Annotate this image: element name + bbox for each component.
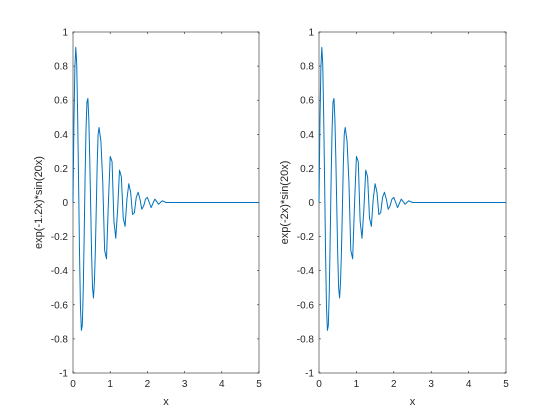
chart-2-y-tick-label: -0.6 [297,300,315,311]
chart-2-y-tick-label: -0.2 [297,232,315,243]
chart-2-x-tick-label: 5 [503,379,509,390]
chart-1-series-1-line [72,46,259,331]
chart-2-y-tick-label: 0.2 [300,164,314,175]
chart-2-y-tick-label: 1 [308,28,314,39]
chart-1-y-tick-label: 0.8 [54,62,68,73]
chart-2-x-tick-label: 4 [466,379,472,390]
chart-1-y-tick-label: 0 [62,198,68,209]
chart-1-y-tick-label: -1 [59,369,68,380]
chart-1-x-tick-label: 5 [256,379,262,390]
chart-1-x-tick-label: 0 [70,379,76,390]
chart-1-y-tick-label: 0.4 [54,130,68,141]
chart-1-y-tick-label: 0.6 [54,96,68,107]
chart-2-series-1-line [318,46,506,331]
chart-1-x-tick-label: 2 [145,379,151,390]
chart-2-y-tick-label: -1 [305,369,314,380]
chart-1-x-tick-label: 3 [182,379,188,390]
chart-2-y-tick-label: 0.8 [300,62,314,73]
chart-2-y-tick-label: -0.8 [297,334,315,345]
chart-1-y-tick-label: -0.8 [51,334,69,345]
chart-1-y-axis-label: exp(-1.2x)*sin(20x) [33,156,45,249]
chart-1-x-tick-label: 4 [219,379,225,390]
chart-2-y-tick-label: 0.6 [300,96,314,107]
chart-1-x-tick-label: 1 [107,379,113,390]
chart-1-y-tick-label: 1 [62,28,68,39]
chart-2-x-tick-label: 2 [391,379,397,390]
chart-1-y-tick-label: -0.4 [51,266,69,277]
chart-1-y-tick-label: -0.6 [51,300,69,311]
chart-2-y-tick-label: -0.4 [297,266,315,277]
chart-2-y-tick-label: 0 [308,198,314,209]
chart-1-y-tick-label: 0.2 [54,164,68,175]
chart-2-y-tick-label: 0.4 [300,130,314,141]
chart-2-x-tick-label: 1 [354,379,360,390]
chart-2-x-tick-label: 3 [428,379,434,390]
chart-2-x-tick-label: 0 [316,379,322,390]
chart-2-x-axis-label: x [410,396,416,408]
chart-1-y-tick-label: -0.2 [51,232,69,243]
chart-2-y-axis-label: exp(-2x)*sin(20x) [279,161,291,245]
chart-1-x-axis-label: x [163,396,169,408]
